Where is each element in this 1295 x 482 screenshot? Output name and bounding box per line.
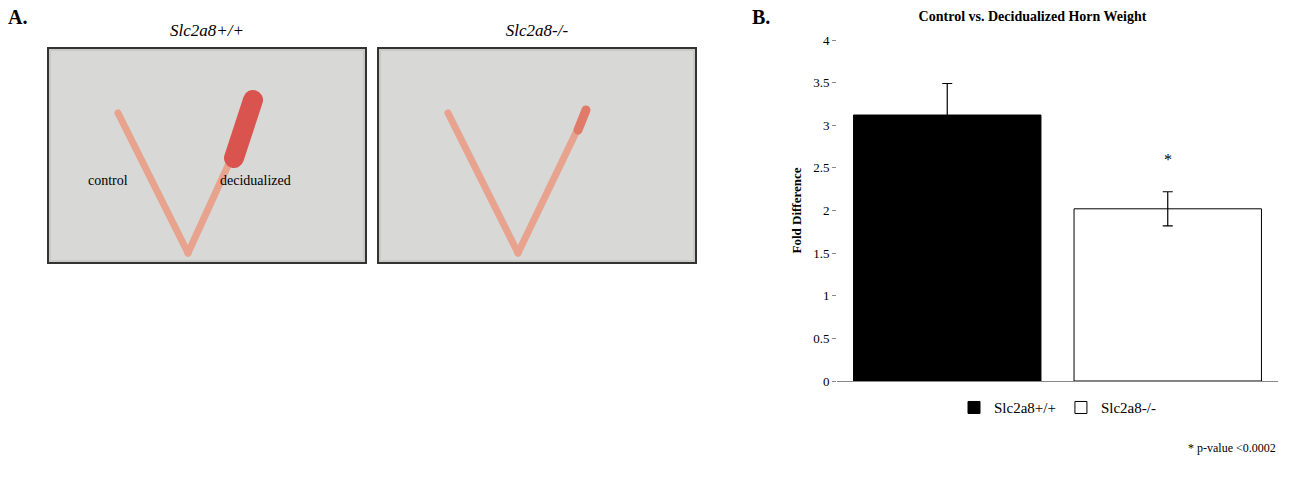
html-text:A.: A. <box>8 6 28 28</box>
svg-text:0.5: 0.5 <box>813 331 829 346</box>
svg-text:0: 0 <box>823 374 830 389</box>
svg-text:Slc2a8-/-: Slc2a8-/- <box>506 21 569 40</box>
svg-text:2: 2 <box>823 203 830 218</box>
svg-text:Slc2a8+/+: Slc2a8+/+ <box>170 21 244 40</box>
svg-text:Slc2a8+/+: Slc2a8+/+ <box>994 400 1056 416</box>
svg-text:Fold Difference: Fold Difference <box>789 167 804 253</box>
svg-text:decidualized: decidualized <box>220 173 291 188</box>
html-text:B.: B. <box>752 6 771 28</box>
svg-text:1: 1 <box>823 288 830 303</box>
svg-text:control: control <box>88 173 128 188</box>
svg-text:* p-value <0.0002: * p-value <0.0002 <box>1188 441 1276 455</box>
svg-text:1.5: 1.5 <box>813 246 829 261</box>
svg-text:*: * <box>1164 151 1172 168</box>
svg-text:2.5: 2.5 <box>813 160 829 175</box>
svg-text:3: 3 <box>823 118 830 133</box>
svg-text:Slc2a8-/-: Slc2a8-/- <box>1101 400 1156 416</box>
svg-text:4: 4 <box>823 33 830 48</box>
svg-text:Control vs. Decidualized Horn: Control vs. Decidualized Horn Weight <box>919 9 1147 24</box>
svg-text:3.5: 3.5 <box>813 75 829 90</box>
